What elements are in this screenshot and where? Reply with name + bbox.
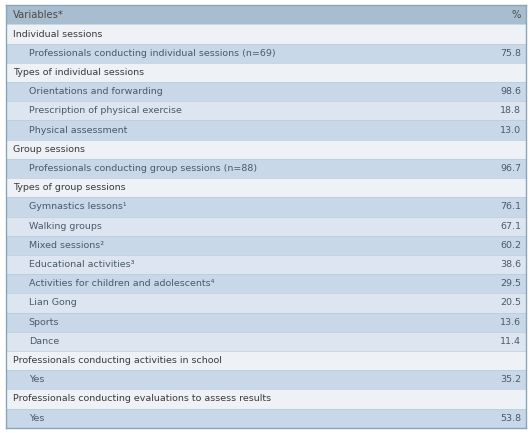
- Bar: [6, 332, 526, 351]
- Bar: [6, 140, 526, 159]
- Bar: [6, 197, 526, 216]
- Text: Professionals conducting activities in school: Professionals conducting activities in s…: [13, 356, 222, 365]
- Text: Types of individual sessions: Types of individual sessions: [13, 68, 144, 77]
- Bar: [6, 101, 526, 120]
- Text: 38.6: 38.6: [500, 260, 521, 269]
- Text: 96.7: 96.7: [501, 164, 521, 173]
- Bar: [6, 82, 526, 101]
- Bar: [6, 274, 526, 293]
- Bar: [6, 159, 526, 178]
- Text: %: %: [512, 10, 521, 20]
- Text: Orientations and forwarding: Orientations and forwarding: [29, 87, 162, 96]
- Text: Sports: Sports: [29, 318, 59, 326]
- Text: Walking groups: Walking groups: [29, 222, 102, 231]
- Text: 35.2: 35.2: [500, 375, 521, 384]
- Bar: [6, 255, 526, 274]
- Text: Lian Gong: Lian Gong: [29, 298, 77, 307]
- Text: 98.6: 98.6: [501, 87, 521, 96]
- Bar: [6, 44, 526, 63]
- Text: 29.5: 29.5: [501, 279, 521, 288]
- Bar: [6, 216, 526, 236]
- Text: 18.8: 18.8: [501, 107, 521, 115]
- Text: 13.0: 13.0: [500, 126, 521, 135]
- Bar: [6, 351, 526, 370]
- Text: Professionals conducting group sessions (n=88): Professionals conducting group sessions …: [29, 164, 257, 173]
- Bar: [6, 370, 526, 389]
- Text: Mixed sessions²: Mixed sessions²: [29, 241, 104, 250]
- Bar: [6, 178, 526, 197]
- Text: Physical assessment: Physical assessment: [29, 126, 127, 135]
- Text: 76.1: 76.1: [501, 202, 521, 211]
- Bar: [6, 409, 526, 428]
- Text: 20.5: 20.5: [501, 298, 521, 307]
- Bar: [6, 389, 526, 409]
- Bar: [6, 24, 526, 44]
- Text: Yes: Yes: [29, 414, 44, 423]
- Text: 11.4: 11.4: [501, 337, 521, 346]
- Text: Variables*: Variables*: [13, 10, 64, 20]
- Text: Dance: Dance: [29, 337, 59, 346]
- Text: Activities for children and adolescents⁴: Activities for children and adolescents⁴: [29, 279, 214, 288]
- Bar: [6, 63, 526, 82]
- Text: Individual sessions: Individual sessions: [13, 29, 102, 39]
- Bar: [6, 120, 526, 140]
- Text: 60.2: 60.2: [501, 241, 521, 250]
- Text: Yes: Yes: [29, 375, 44, 384]
- Text: Prescription of physical exercise: Prescription of physical exercise: [29, 107, 181, 115]
- Text: Group sessions: Group sessions: [13, 145, 85, 154]
- Text: Professionals conducting individual sessions (n=69): Professionals conducting individual sess…: [29, 49, 276, 58]
- Text: Types of group sessions: Types of group sessions: [13, 183, 126, 192]
- Text: 67.1: 67.1: [501, 222, 521, 231]
- Bar: [6, 313, 526, 332]
- Bar: [6, 236, 526, 255]
- Bar: [6, 293, 526, 313]
- Text: 53.8: 53.8: [500, 414, 521, 423]
- Text: 75.8: 75.8: [501, 49, 521, 58]
- Text: 13.6: 13.6: [500, 318, 521, 326]
- Text: Gymnastics lessons¹: Gymnastics lessons¹: [29, 202, 127, 211]
- Text: Educational activities³: Educational activities³: [29, 260, 134, 269]
- Bar: [6, 5, 526, 24]
- Text: Professionals conducting evaluations to assess results: Professionals conducting evaluations to …: [13, 394, 271, 404]
